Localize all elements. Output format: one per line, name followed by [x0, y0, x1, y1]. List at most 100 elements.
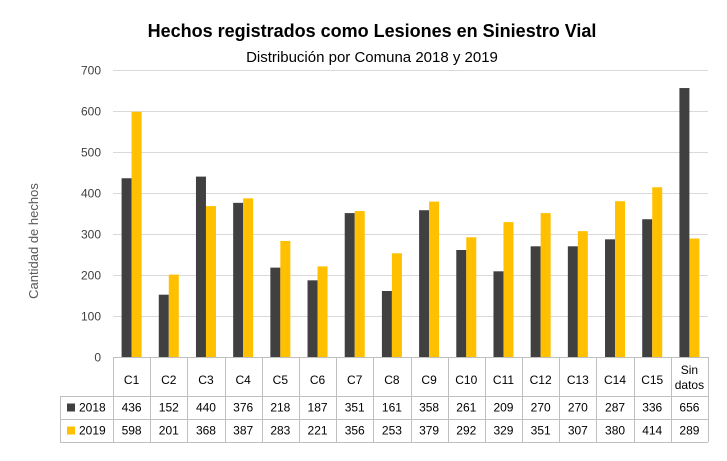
table-cell-value: 209 [493, 401, 513, 415]
category-label: C8 [384, 373, 400, 387]
category-label: C12 [530, 373, 552, 387]
category-label: C11 [493, 373, 514, 387]
table-cell-value: 292 [456, 424, 476, 438]
category-label: C7 [347, 373, 363, 387]
bar-2018-C15 [642, 219, 653, 357]
bar-2018-C6 [307, 280, 318, 357]
table-cell-value: 414 [642, 424, 662, 438]
y-tick-label: 0 [94, 351, 101, 365]
bar-2019-C3 [205, 206, 216, 357]
y-tick-label: 300 [81, 228, 101, 242]
bar-2018-C13 [567, 246, 578, 357]
category-label: C9 [421, 373, 437, 387]
bar-2019-C5 [280, 240, 291, 357]
bar-2018-C4 [233, 202, 244, 357]
bar-2019-C8 [391, 253, 402, 357]
bar-2019-C14 [615, 201, 626, 357]
category-label: Sin datos [675, 363, 704, 392]
table-cell-value: 351 [345, 401, 365, 415]
bar-2019-C7 [354, 211, 365, 357]
category-label: C10 [455, 373, 477, 387]
table-cell-value: 218 [270, 401, 290, 415]
table-cell-value: 261 [456, 401, 476, 415]
legend-key-2018 [67, 403, 75, 412]
y-tick-label: 100 [81, 310, 101, 324]
table-cell-value: 253 [382, 424, 402, 438]
bar-2018-C8 [381, 290, 392, 357]
table-cell-value: 380 [605, 424, 625, 438]
bar-2018-C10 [456, 249, 467, 357]
bar-2019-C11 [503, 222, 514, 357]
table-cell-value: 329 [493, 424, 513, 438]
table-cell-value: 656 [679, 401, 699, 415]
table-cell-value: 336 [642, 401, 662, 415]
category-label: C1 [124, 373, 140, 387]
bar-2018-C7 [344, 213, 355, 357]
table-cell-value: 287 [605, 401, 625, 415]
bar-2018-C12 [530, 246, 541, 357]
table-cell-value: 376 [233, 401, 253, 415]
y-axis-label: Cantidad de hechos [26, 183, 41, 299]
table-cell-value: 436 [122, 401, 142, 415]
bar-2019-Sin datos [689, 238, 700, 357]
table-cell-value: 440 [196, 401, 216, 415]
bar-2019-C2 [168, 274, 179, 357]
bar-2019-C9 [429, 201, 440, 357]
category-label: C6 [310, 373, 326, 387]
data-table: C1 C2 C3 C4 C5 C6 C7 C8 C9 C10 C11 C12 C13 C14 C15 Sin d… [60, 357, 709, 443]
table-cell-value: 289 [679, 424, 699, 438]
table-cell-value: 270 [568, 401, 588, 415]
y-tick-label: 400 [81, 187, 101, 201]
table-cell-value: 221 [308, 424, 328, 438]
series-name: 2018 [79, 401, 106, 415]
bar-2018-C1 [121, 178, 132, 357]
chart-subtitle: Distribución por Comuna 2018 y 2019 [246, 49, 498, 66]
bar-2018-C14 [605, 239, 616, 357]
bar-2018-C5 [270, 267, 281, 357]
table-cell-value: 598 [122, 424, 142, 438]
bar-2019-C4 [243, 198, 254, 357]
y-tick-label: 200 [81, 269, 101, 283]
table-cell-value: 351 [531, 424, 551, 438]
y-tick-label: 700 [81, 64, 101, 78]
bar-2019-C15 [652, 187, 663, 357]
category-label: C13 [567, 373, 589, 387]
category-label: C2 [161, 373, 177, 387]
table-cell-value: 307 [568, 424, 588, 438]
table-cell-value: 356 [345, 424, 365, 438]
bar-2018-C2 [158, 294, 169, 357]
category-label: C5 [273, 373, 289, 387]
bar-2019-C10 [466, 237, 477, 357]
category-label: C4 [235, 373, 251, 387]
bar-2019-C6 [317, 266, 328, 357]
table-cell-value: 387 [233, 424, 253, 438]
bar-2018-C3 [195, 176, 206, 357]
table-cell-value: 283 [270, 424, 290, 438]
table-cell-value: 368 [196, 424, 216, 438]
category-label: C15 [641, 373, 663, 387]
y-tick-label: 500 [81, 146, 101, 160]
bar-2019-C1 [131, 111, 142, 357]
category-label: C3 [198, 373, 214, 387]
table-cell-value: 152 [159, 401, 179, 415]
bar-2018-C9 [419, 210, 430, 357]
table-cell-value: 358 [419, 401, 439, 415]
y-tick-label: 600 [81, 105, 101, 119]
gridlines: 0 100 200 300 400 500 600 700 [81, 64, 708, 365]
legend-key-2019 [67, 426, 75, 435]
bar-2019-C13 [577, 231, 588, 357]
series-name: 2019 [79, 424, 106, 438]
bar-2018-Sin datos [679, 88, 690, 357]
table-cell-value: 187 [308, 401, 328, 415]
bar-2018-C11 [493, 271, 504, 357]
table-cell-value: 379 [419, 424, 439, 438]
bars [121, 88, 700, 357]
bar-2019-C12 [540, 213, 551, 357]
table-cell-value: 270 [531, 401, 551, 415]
category-label: C14 [604, 373, 626, 387]
table-cell-value: 201 [159, 424, 179, 438]
table-cell-value: 161 [382, 401, 402, 415]
chart-title: Hechos registrados como Lesiones en Sini… [148, 21, 597, 41]
